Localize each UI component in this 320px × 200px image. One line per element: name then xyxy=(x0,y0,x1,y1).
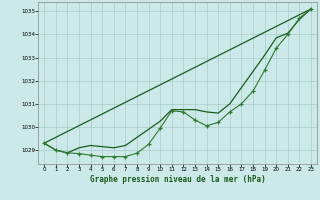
X-axis label: Graphe pression niveau de la mer (hPa): Graphe pression niveau de la mer (hPa) xyxy=(90,175,266,184)
